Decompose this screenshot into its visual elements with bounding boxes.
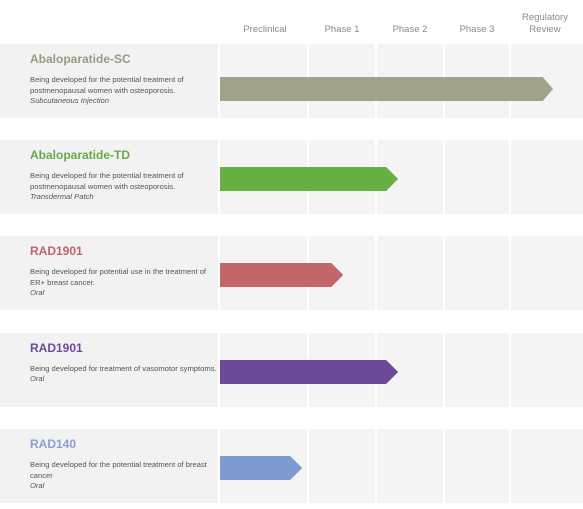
program-route: Oral: [30, 288, 45, 297]
phase-cell: [445, 140, 509, 214]
phase-cell: [511, 429, 583, 503]
phase-cell: [445, 333, 509, 407]
phase-cell: [377, 429, 443, 503]
phase-header-phase-1: Phase 1: [324, 24, 360, 35]
pipeline-row: RAD1901 Being developed for treatment of …: [0, 333, 583, 407]
phase-cell: [309, 429, 375, 503]
program-description: Being developed for the potential treatm…: [30, 460, 207, 480]
program-name: Abaloparatide-SC: [30, 52, 131, 66]
program-description: Being developed for the potential treatm…: [30, 75, 184, 95]
program-route: Subcutaneous Injection: [30, 96, 109, 105]
phase-cell: [511, 236, 583, 310]
progress-arrow-shape: [220, 456, 303, 480]
progress-arrow: [220, 456, 303, 480]
phase-cell: [511, 333, 583, 407]
pipeline-row: RAD1901 Being developed for potential use…: [0, 236, 583, 310]
program-route: Oral: [30, 481, 45, 490]
progress-arrow: [220, 167, 399, 191]
program-description: Being developed for potential use in the…: [30, 267, 207, 287]
pipeline-row: Abaloparatide-TD Being developed for the …: [0, 140, 583, 214]
phase-header-phase-2: Phase 2: [392, 24, 428, 35]
program-info-cell: [0, 236, 218, 310]
program-name: Abaloparatide-TD: [30, 148, 131, 162]
program-route: Oral: [30, 374, 45, 383]
program-description: Being developed for treatment of vasomot…: [30, 364, 217, 373]
program-info-cell: [0, 429, 218, 503]
program-info-cell: [0, 140, 218, 214]
program-description: Being developed for the potential treatm…: [30, 171, 184, 191]
pipeline-row: RAD140 Being developed for the potential …: [0, 429, 583, 503]
progress-arrow-shape: [220, 167, 399, 191]
progress-arrow-shape: [220, 77, 553, 101]
phase-cell: [445, 236, 509, 310]
phase-header-phase-3: Phase 3: [459, 24, 495, 35]
program-name: RAD1901: [30, 244, 83, 258]
program-route: Transdermal Patch: [30, 192, 94, 201]
progress-arrow: [220, 263, 344, 287]
phase-header-regulatory-review: Regulatory Review: [511, 12, 579, 36]
phase-cell: [511, 140, 583, 214]
pipeline-row: Abaloparatide-SC Being developed for the …: [0, 44, 583, 118]
pipeline-header: Preclinical Phase 1 Phase 2 Phase 3 Regu…: [0, 0, 583, 44]
program-name: RAD1901: [30, 341, 83, 355]
phase-cell: [377, 236, 443, 310]
progress-arrow-shape: [220, 263, 344, 287]
progress-arrow: [220, 360, 399, 384]
program-info-cell: [0, 44, 218, 118]
program-info-cell: [0, 333, 218, 407]
progress-arrow-shape: [220, 360, 399, 384]
program-name: RAD140: [30, 437, 77, 451]
phase-header-regulatory-review-label: Regulatory Review: [522, 12, 568, 35]
phase-header-preclinical: Preclinical: [243, 24, 287, 35]
phase-cell: [445, 429, 509, 503]
progress-arrow: [220, 77, 553, 101]
